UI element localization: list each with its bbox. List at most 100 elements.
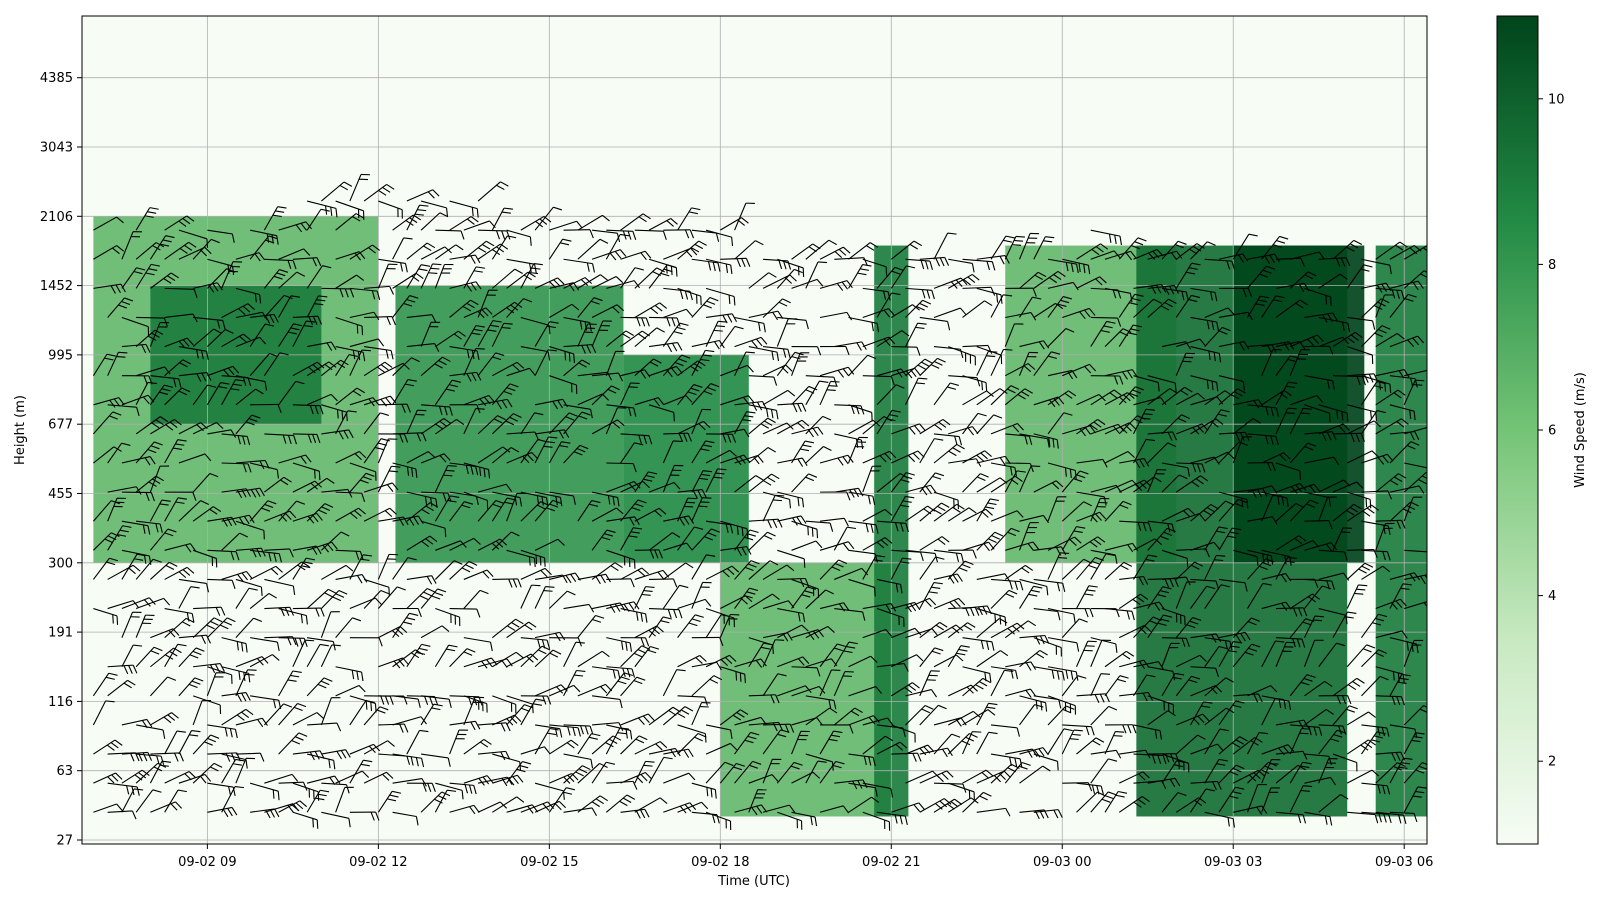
wind-barb-flag xyxy=(248,670,257,671)
wind-barb xyxy=(1304,521,1328,522)
wind-barb-flag xyxy=(446,470,455,471)
wind-barb-flag xyxy=(1003,349,1012,350)
wind-barb-flag xyxy=(1433,369,1438,376)
y-tick-label: 4385 xyxy=(40,71,73,86)
wind-barb-flag xyxy=(430,268,439,269)
wind-barb-flag xyxy=(1216,555,1225,556)
wind-barb-flag xyxy=(995,614,996,623)
wind-barb xyxy=(478,230,507,231)
wind-barb-flag xyxy=(315,470,316,479)
wind-barb-flag xyxy=(1031,466,1040,467)
wind-barb-flag xyxy=(1370,499,1371,508)
wind-barb-flag xyxy=(775,640,784,641)
wind-barb-flag xyxy=(261,587,262,596)
wind-barb xyxy=(279,638,305,639)
wind-barb-flag xyxy=(1428,245,1435,251)
wind-barb-flag xyxy=(362,350,371,351)
wind-barb xyxy=(891,347,917,348)
wind-barb-flag xyxy=(674,412,675,421)
wind-barb xyxy=(293,434,317,435)
wind-barb-flag xyxy=(1014,241,1023,242)
wind-barb-flag xyxy=(313,818,314,827)
y-axis-label: Height (m) xyxy=(13,395,28,465)
y-tick-label: 63 xyxy=(56,764,73,779)
wind-barb-flag xyxy=(1101,674,1110,675)
wind-barb-flag xyxy=(700,502,709,503)
y-tick-label: 1452 xyxy=(40,279,73,294)
wind-barb-flag xyxy=(827,390,836,391)
wind-barb-flag xyxy=(1012,245,1021,246)
x-tick-label: 09-02 09 xyxy=(178,855,236,870)
wind-barb xyxy=(606,463,633,464)
x-tick-label: 09-03 00 xyxy=(1033,855,1091,870)
y-tick-label: 191 xyxy=(48,626,73,641)
wind-barb-flag xyxy=(532,585,541,586)
wind-barb-flag xyxy=(1432,426,1437,433)
wind-barb-flag xyxy=(1113,736,1122,737)
wind-barb-flag xyxy=(817,529,818,538)
wind-barb-flag xyxy=(1342,412,1343,421)
wind-barb xyxy=(136,317,164,318)
wind-barb-flag xyxy=(445,528,446,537)
wind-barb-flag xyxy=(540,556,541,565)
wind-barb xyxy=(1276,608,1303,609)
wind-barb-flag xyxy=(536,555,537,564)
wind-barb-flag xyxy=(273,790,274,799)
wind-barb-flag xyxy=(116,357,125,358)
colorbar-label: Wind Speed (m/s) xyxy=(1573,372,1588,488)
wind-barb-flag xyxy=(1214,560,1223,561)
wind-barb-flag xyxy=(366,701,367,710)
x-tick-label: 09-02 15 xyxy=(520,855,578,870)
wind-barb-flag xyxy=(278,791,279,800)
wind-barb-flag xyxy=(117,616,118,625)
colorbar-tick-label: 6 xyxy=(1548,424,1556,439)
wind-barb-flag xyxy=(714,330,723,331)
wind-barb-flag xyxy=(443,475,452,476)
wind-barb-flag xyxy=(332,645,341,646)
wind-barb-flag xyxy=(389,587,390,596)
wind-barb-flag xyxy=(773,500,782,501)
wind-barb-flag xyxy=(808,526,809,535)
wind-barb-flag xyxy=(629,387,638,388)
wind-barb-flag xyxy=(1058,761,1059,770)
y-tick-label: 300 xyxy=(48,556,73,571)
wind-barb-flag xyxy=(829,386,838,387)
wind-barb-flag xyxy=(1337,410,1338,419)
wind-barb-flag xyxy=(1356,589,1365,590)
wind-barb-flag xyxy=(986,382,987,391)
wind-barb-flag xyxy=(337,409,338,418)
wind-barb-flag xyxy=(1000,615,1001,624)
wind-barb-flag xyxy=(875,587,876,596)
wind-barb-flag xyxy=(245,674,254,675)
wind-barb xyxy=(763,724,790,725)
wind-barb-flag xyxy=(1354,593,1363,594)
wind-barb xyxy=(1091,317,1118,318)
wind-barb-flag xyxy=(1390,384,1391,393)
wind-barb xyxy=(1162,638,1186,639)
y-tick-label: 677 xyxy=(48,418,73,433)
wind-barb-flag xyxy=(113,615,114,624)
wind-barb-flag xyxy=(736,671,737,680)
wind-barb-flag xyxy=(448,466,457,467)
wind-barb-flag xyxy=(1299,733,1308,734)
wind-barb-flag xyxy=(729,295,730,304)
heatmap-cell xyxy=(1233,246,1364,563)
wind-barb-flag xyxy=(1366,498,1367,507)
colorbar-tick-label: 4 xyxy=(1548,589,1556,604)
wind-barb-flag xyxy=(1347,413,1348,422)
wind-barb xyxy=(606,579,631,580)
wind-barb-flag xyxy=(918,378,927,379)
wind-barb-flag xyxy=(699,506,708,507)
wind-barb-flag xyxy=(1413,385,1422,386)
y-tick-label: 3043 xyxy=(40,141,73,156)
wind-barb-flag xyxy=(716,326,725,327)
wind-barb-flag xyxy=(1058,558,1067,559)
wind-barb-flag xyxy=(831,381,840,382)
wind-barb-flag xyxy=(1286,413,1295,414)
wind-barb-flag xyxy=(773,645,774,654)
wind-barb-flag xyxy=(804,559,805,568)
